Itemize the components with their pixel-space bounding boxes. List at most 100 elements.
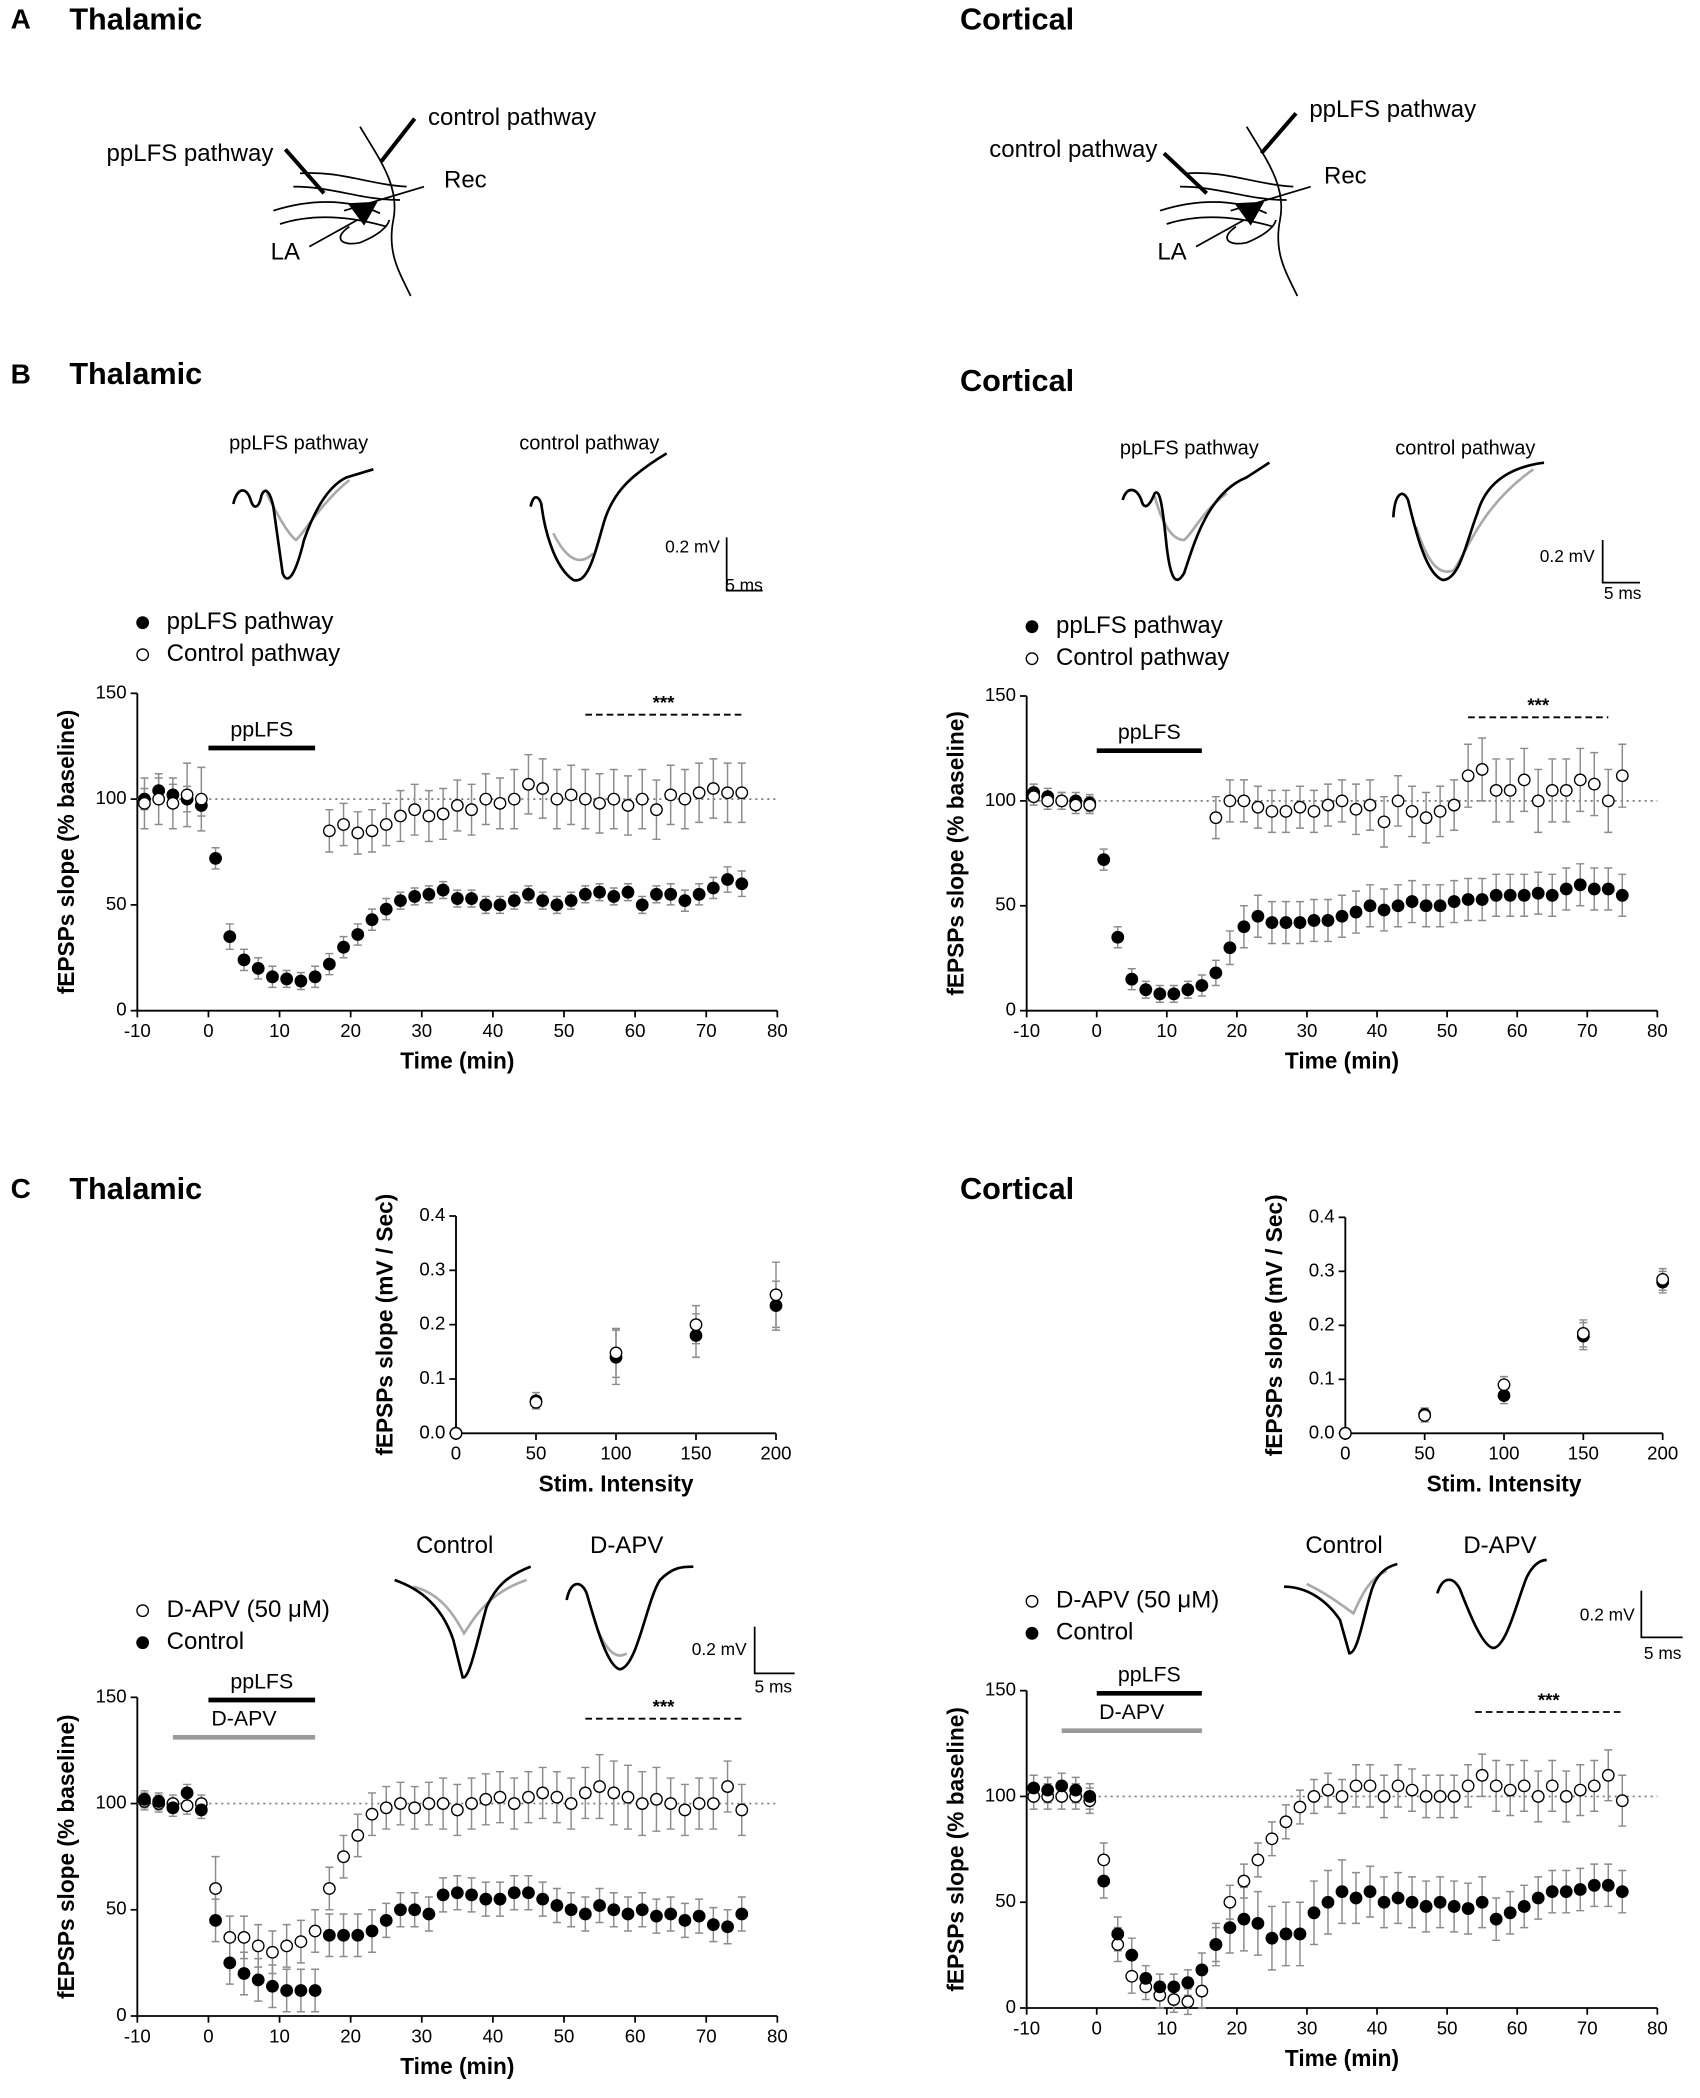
point bbox=[664, 1907, 678, 1921]
point bbox=[1307, 1790, 1321, 1803]
point bbox=[1349, 802, 1363, 816]
point bbox=[280, 972, 294, 986]
point bbox=[1237, 794, 1251, 808]
scale-label: 0.2 mV bbox=[665, 537, 720, 557]
point bbox=[593, 796, 606, 810]
point bbox=[1307, 804, 1321, 818]
point bbox=[1223, 941, 1237, 955]
point bbox=[1531, 886, 1545, 900]
point bbox=[1153, 987, 1167, 1001]
point bbox=[1041, 794, 1055, 808]
point bbox=[664, 1797, 678, 1810]
y-tick-label: 100 bbox=[985, 1784, 1016, 1805]
x-tick-label: -10 bbox=[124, 2025, 151, 2046]
point bbox=[536, 894, 550, 908]
x-tick-label: 20 bbox=[1227, 1020, 1248, 1041]
point bbox=[1573, 773, 1587, 787]
point bbox=[1615, 1885, 1629, 1899]
panel-letter: C bbox=[11, 1173, 31, 1204]
x-tick-label: 40 bbox=[1367, 2017, 1388, 2038]
point bbox=[379, 902, 393, 916]
point bbox=[706, 1797, 720, 1810]
point bbox=[635, 1797, 649, 1810]
point bbox=[337, 1928, 350, 1942]
legend-label: D-APV (50 μM) bbox=[1056, 1587, 1219, 1614]
point bbox=[1125, 972, 1139, 986]
point bbox=[422, 887, 436, 901]
x-tick-label: 40 bbox=[483, 1020, 504, 1041]
point bbox=[1139, 1971, 1153, 1985]
schematic-label: control pathway bbox=[428, 104, 596, 131]
point bbox=[1545, 1779, 1559, 1793]
trace-label: control pathway bbox=[519, 432, 659, 454]
x-tick-label: -10 bbox=[1013, 2017, 1040, 2038]
point bbox=[735, 1907, 749, 1921]
point bbox=[1531, 1790, 1545, 1803]
point bbox=[394, 894, 407, 908]
point bbox=[1559, 882, 1573, 896]
x-tick-label: 40 bbox=[1367, 1020, 1388, 1041]
point bbox=[635, 898, 649, 912]
point bbox=[1335, 1790, 1349, 1803]
point bbox=[536, 1786, 550, 1800]
x-tick-label: 0 bbox=[203, 1020, 213, 1041]
point bbox=[1545, 784, 1559, 797]
panel-title: Thalamic bbox=[69, 357, 202, 391]
point bbox=[1419, 811, 1433, 825]
point bbox=[536, 782, 550, 795]
y-tick-label: 150 bbox=[96, 681, 127, 702]
x-axis-label: Stim. Intensity bbox=[539, 1470, 694, 1496]
point bbox=[692, 887, 706, 901]
point bbox=[1545, 1885, 1559, 1899]
point bbox=[621, 1790, 635, 1804]
point bbox=[1377, 1790, 1391, 1803]
y-tick-label: 0.3 bbox=[419, 1258, 445, 1279]
point bbox=[578, 792, 592, 806]
point bbox=[1489, 1912, 1503, 1926]
schematic-label: LA bbox=[1157, 239, 1186, 266]
schematic-label: LA bbox=[271, 239, 300, 266]
point bbox=[493, 898, 507, 912]
point bbox=[436, 1888, 450, 1902]
point bbox=[322, 1882, 336, 1895]
point bbox=[266, 1979, 279, 1993]
point bbox=[1545, 888, 1559, 902]
point bbox=[1391, 1891, 1405, 1905]
point bbox=[529, 1395, 543, 1409]
point bbox=[578, 887, 592, 901]
legend-label: ppLFS pathway bbox=[1056, 612, 1223, 639]
point bbox=[436, 1797, 450, 1810]
y-tick-label: 0.0 bbox=[1309, 1421, 1335, 1442]
point bbox=[1433, 1895, 1447, 1909]
point bbox=[1489, 784, 1503, 797]
scale-label: 5 ms bbox=[755, 1677, 793, 1697]
point bbox=[1475, 1768, 1489, 1782]
y-axis-label: fEPSPs slope (% baseline) bbox=[942, 1707, 968, 1992]
point bbox=[1573, 878, 1587, 892]
point bbox=[1559, 784, 1573, 797]
panel-title: Thalamic bbox=[69, 1172, 202, 1206]
point bbox=[180, 1799, 194, 1813]
y-tick-label: 100 bbox=[96, 1791, 127, 1812]
y-tick-label: 100 bbox=[985, 789, 1016, 810]
y-tick-label: 0.2 bbox=[419, 1313, 445, 1334]
point bbox=[308, 1984, 322, 1997]
legend-marker bbox=[136, 616, 150, 630]
point bbox=[536, 1892, 550, 1906]
point bbox=[394, 809, 407, 823]
point bbox=[650, 803, 663, 817]
point bbox=[1195, 1963, 1209, 1977]
point bbox=[223, 1956, 237, 1970]
x-tick-label: 0 bbox=[1092, 1020, 1102, 1041]
traces bbox=[232, 452, 1640, 592]
legend-label: Control bbox=[1056, 1619, 1133, 1646]
point bbox=[1587, 882, 1601, 896]
legend-marker bbox=[136, 1636, 150, 1650]
panel-letter: A bbox=[11, 4, 31, 35]
point bbox=[621, 885, 635, 899]
point bbox=[1139, 983, 1153, 997]
x-tick-label: 10 bbox=[1156, 2017, 1177, 2038]
point bbox=[223, 1930, 237, 1944]
point bbox=[1461, 1779, 1475, 1793]
point bbox=[450, 892, 464, 905]
